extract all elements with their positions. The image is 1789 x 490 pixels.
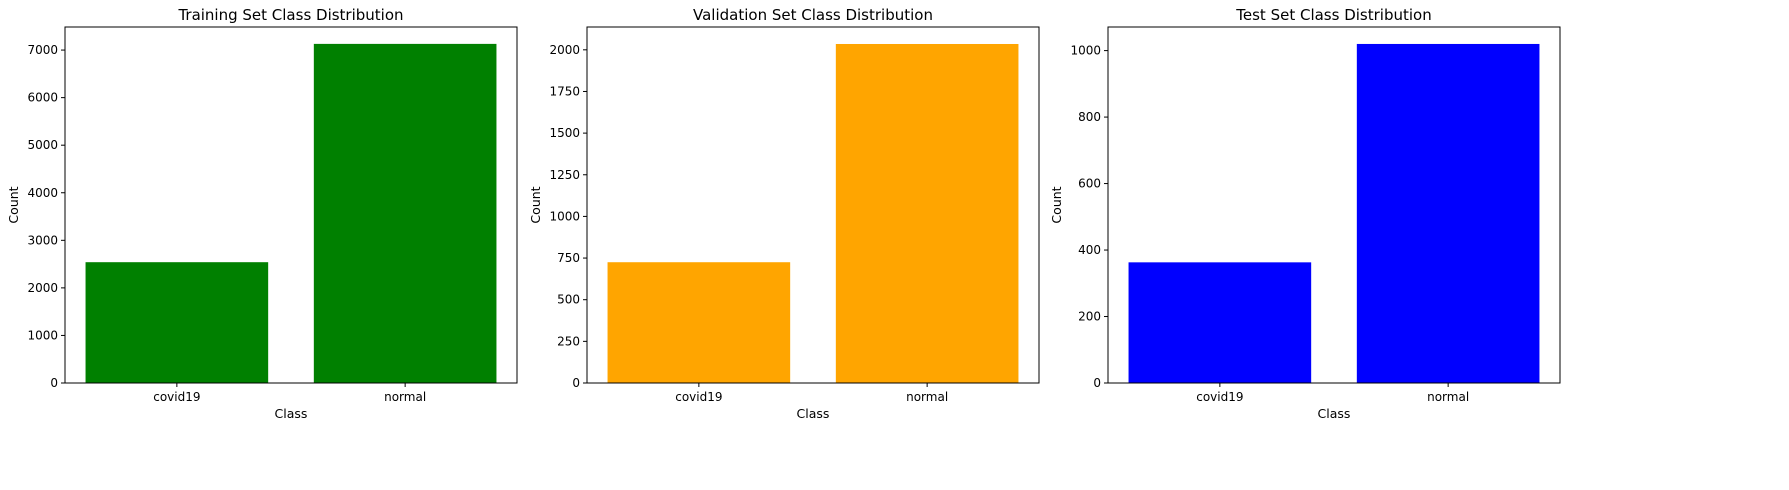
test-chart: Test Set Class Distribution Class Count … [1049, 6, 1561, 421]
x-tick-label: covid19 [675, 390, 722, 404]
chart-title: Validation Set Class Distribution [693, 6, 933, 24]
y-tick-label: 1000 [549, 209, 580, 223]
bar-normal [313, 43, 497, 384]
y-tick-label: 0 [50, 376, 58, 390]
plot-frame [64, 26, 518, 384]
y-tick-label: 0 [572, 376, 580, 390]
y-axis-label: Count [6, 186, 21, 223]
y-tick-label: 3000 [27, 233, 58, 247]
y-tick-label: 7000 [27, 43, 58, 57]
bar-covid19 [1128, 262, 1312, 383]
x-tick-label: covid19 [1196, 390, 1243, 404]
chart-title: Test Set Class Distribution [1235, 6, 1431, 24]
x-axis-label: Class [1318, 406, 1351, 421]
y-tick-label: 1250 [549, 168, 580, 182]
y-tick-label: 4000 [27, 186, 58, 200]
y-tick-label: 6000 [27, 91, 58, 105]
bar-normal [835, 43, 1019, 384]
x-tick-label: normal [1427, 390, 1469, 404]
y-tick-label: 750 [557, 251, 580, 265]
ticks: covid19 normal 0 1000 2000 3000 4000 5000 6000 70… [27, 43, 426, 404]
x-tick-label: normal [906, 390, 948, 404]
y-tick-label: 2000 [549, 43, 580, 57]
bars [85, 43, 497, 384]
x-tick-label: normal [384, 390, 426, 404]
y-tick-label: 1000 [27, 328, 58, 342]
x-tick-label: covid19 [153, 390, 200, 404]
y-tick-label: 5000 [27, 138, 58, 152]
training-chart: Training Set Class Distribution Class Co… [6, 6, 518, 421]
x-axis-label: Class [275, 406, 308, 421]
y-tick-label: 0 [1093, 376, 1101, 390]
y-tick-label: 250 [557, 334, 580, 348]
plot-frame [1107, 26, 1561, 384]
plot-frame [586, 26, 1040, 384]
y-tick-label: 500 [557, 293, 580, 307]
bar-covid19 [607, 262, 791, 383]
y-tick-label: 2000 [27, 281, 58, 295]
y-tick-label: 1750 [549, 84, 580, 98]
ticks: covid19 normal 0 250 500 750 1000 1250 1500 1750 2… [549, 43, 948, 404]
y-axis-label: Count [528, 186, 543, 223]
y-tick-label: 1000 [1070, 44, 1101, 58]
bars [1128, 43, 1540, 383]
chart-title: Training Set Class Distribution [177, 6, 403, 24]
x-axis-label: Class [797, 406, 830, 421]
y-axis-label: Count [1049, 186, 1064, 223]
bars [607, 43, 1019, 384]
validation-chart: Validation Set Class Distribution Class … [528, 6, 1040, 421]
y-tick-label: 400 [1078, 243, 1101, 257]
ticks: covid19 normal 0 200 400 600 800 1000 [1070, 44, 1469, 404]
y-tick-label: 600 [1078, 177, 1101, 191]
y-tick-label: 200 [1078, 310, 1101, 324]
y-tick-label: 800 [1078, 110, 1101, 124]
y-tick-label: 1500 [549, 126, 580, 140]
bar-covid19 [85, 262, 269, 383]
bar-normal [1356, 43, 1540, 383]
